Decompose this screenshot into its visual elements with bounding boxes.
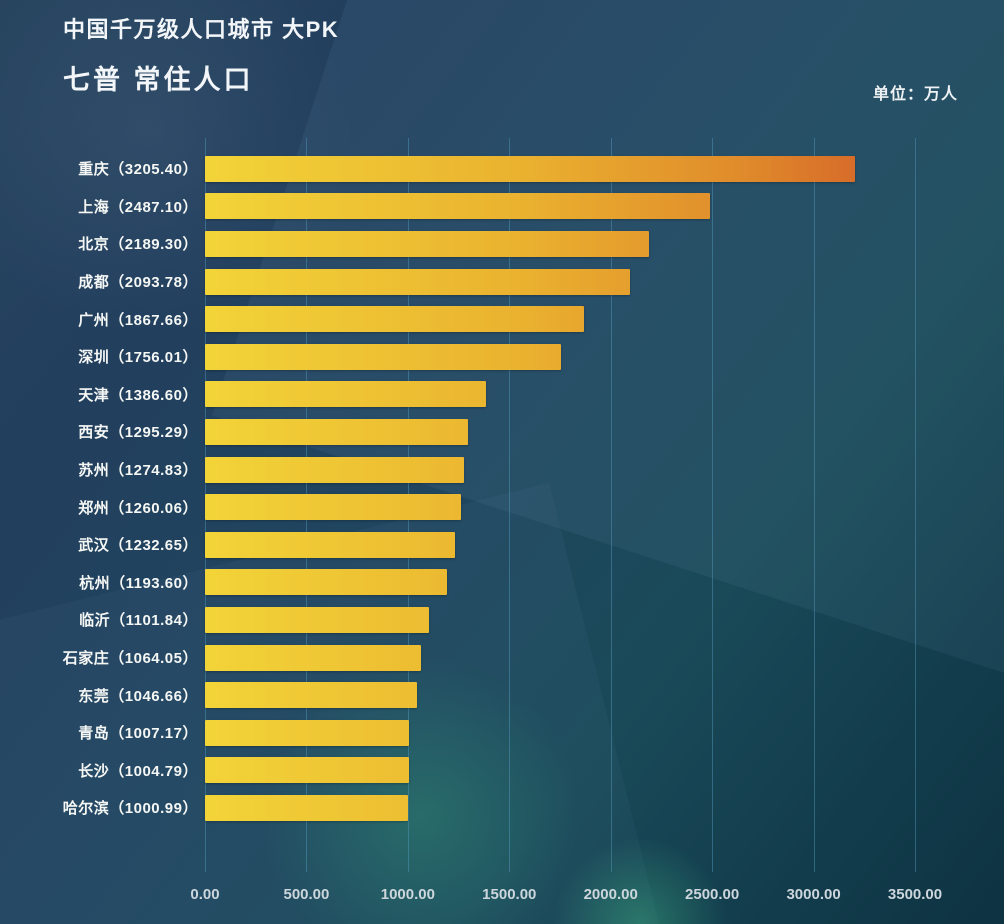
- row-label: 武汉（1232.65）: [78, 537, 198, 555]
- row-label: 临沂（1101.84）: [79, 612, 198, 630]
- bar: [205, 794, 409, 821]
- row-label: 杭州（1193.60）: [79, 574, 198, 592]
- chart-row: 深圳（1756.01）: [0, 338, 1004, 376]
- row-label: 西安（1295.29）: [78, 424, 198, 442]
- row-label: 石家庄（1064.05）: [62, 650, 198, 668]
- x-tick-label: 500.00: [283, 886, 330, 903]
- bar: [205, 418, 468, 445]
- chart-row: 郑州（1260.06）: [0, 488, 1004, 526]
- chart-row: 武汉（1232.65）: [0, 526, 1004, 564]
- x-tick-label: 0.00: [190, 886, 220, 903]
- bar: [205, 268, 630, 295]
- x-tick-label: 3500.00: [887, 886, 943, 903]
- bar: [205, 644, 421, 671]
- chart-row: 成都（2093.78）: [0, 263, 1004, 301]
- bar: [205, 193, 710, 220]
- chart-row: 重庆（3205.40）: [0, 150, 1004, 188]
- row-label: 青岛（1007.17）: [78, 725, 198, 743]
- chart-row: 青岛（1007.17）: [0, 714, 1004, 752]
- gridline: [610, 138, 612, 872]
- row-label: 东莞（1046.66）: [78, 687, 198, 705]
- chart-row: 长沙（1004.79）: [0, 752, 1004, 790]
- chart-row: 天津（1386.60）: [0, 376, 1004, 414]
- x-tick-label: 3000.00: [786, 886, 841, 903]
- x-axis: 0.00 500.00 1000.00 1500.00 2000.00 2500.00 30…: [190, 886, 950, 910]
- bar: [205, 719, 410, 746]
- chart-title: 中国千万级人口城市 大PK: [63, 17, 340, 42]
- row-label: 重庆（3205.40）: [78, 161, 198, 179]
- row-label: 深圳（1756.01）: [78, 349, 198, 367]
- row-label: 广州（1867.66）: [78, 311, 198, 329]
- row-label: 成都（2093.78）: [78, 274, 198, 292]
- bar: [205, 306, 584, 333]
- chart-row: 广州（1867.66）: [0, 300, 1004, 338]
- chart-row: 苏州（1274.83）: [0, 451, 1004, 489]
- x-tick-label: 2500.00: [685, 886, 740, 903]
- row-label: 天津（1386.60）: [78, 386, 198, 404]
- row-label: 郑州（1260.06）: [78, 499, 198, 517]
- bar: [205, 531, 456, 558]
- bar: [205, 606, 429, 633]
- gridline: [915, 138, 916, 872]
- x-tick-label: 1500.00: [482, 886, 537, 903]
- chart-row: 东莞（1046.66）: [0, 676, 1004, 714]
- bar: [205, 569, 448, 596]
- bar: [205, 682, 418, 709]
- row-label: 苏州（1274.83）: [78, 462, 198, 480]
- chart-subtitle: 七普 常住人口: [63, 65, 254, 95]
- bar: [205, 456, 464, 483]
- gridline: [712, 138, 714, 872]
- bar: [205, 155, 856, 182]
- bar: [205, 494, 461, 521]
- chart-row: 石家庄（1064.05）: [0, 639, 1004, 677]
- bar: [205, 343, 562, 370]
- unit-label: 单位：万人: [872, 86, 958, 103]
- chart-row: 西安（1295.29）: [0, 413, 1004, 451]
- gridline: [813, 138, 815, 872]
- chart-row: 北京（2189.30）: [0, 225, 1004, 263]
- chart-row: 上海（2487.10）: [0, 188, 1004, 226]
- x-tick-label: 2000.00: [583, 886, 638, 903]
- gridline: [509, 138, 511, 872]
- chart-row: 临沂（1101.84）: [0, 601, 1004, 639]
- x-tick-label: 1000.00: [380, 886, 435, 903]
- bar: [205, 230, 650, 257]
- rows: 重庆（3205.40） 上海（2487.10） 北京（2189.30） 成都（2…: [0, 150, 1004, 827]
- chart-row: 哈尔滨（1000.99）: [0, 789, 1004, 827]
- chart-row: 杭州（1193.60）: [0, 564, 1004, 602]
- row-label: 长沙（1004.79）: [78, 762, 198, 780]
- bar: [205, 381, 487, 408]
- row-label: 哈尔滨（1000.99）: [62, 800, 198, 818]
- row-label: 上海（2487.10）: [78, 198, 198, 216]
- bar: [205, 757, 409, 784]
- row-label: 北京（2189.30）: [78, 236, 198, 254]
